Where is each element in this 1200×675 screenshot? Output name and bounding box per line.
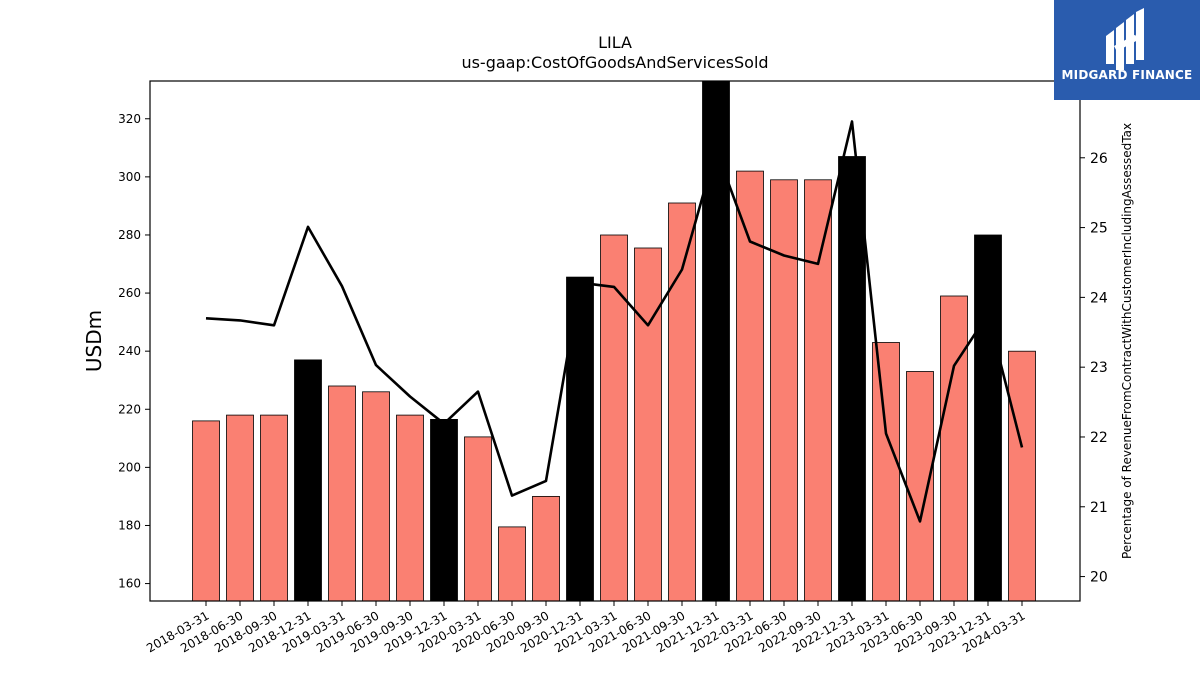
y2-tick-label: 20 (1090, 570, 1108, 586)
bar-2022-06-30 (770, 179, 798, 602)
y2-tick-label: 26 (1090, 151, 1108, 167)
bar-2018-06-30 (226, 414, 254, 602)
bar-2021-06-30 (634, 247, 662, 602)
bar-2020-09-30 (532, 495, 560, 602)
plot-frame (149, 80, 1081, 602)
bar-2023-12-31 (974, 234, 1002, 602)
bar-2021-03-31 (600, 234, 628, 602)
y2-tick-label: 22 (1090, 430, 1108, 446)
y-tick-label: 320 (118, 112, 141, 126)
y-tick-label: 240 (118, 344, 141, 358)
bar-2018-03-31 (192, 420, 220, 602)
logo-text: MIDGARD FINANCE (1061, 68, 1193, 82)
y2-tick-label: 21 (1090, 500, 1108, 516)
bar-2022-12-31 (838, 156, 866, 602)
bar-2018-09-30 (260, 414, 288, 602)
y-axis-label: USDm (82, 310, 106, 372)
bar-2021-09-30 (668, 202, 696, 602)
line-layer (205, 120, 1024, 523)
bar-2019-09-30 (396, 414, 424, 602)
logo-mark-icon (1106, 8, 1144, 70)
y-tick-label: 200 (118, 460, 141, 474)
bar-2024-03-31 (1008, 350, 1036, 602)
bar-2018-12-31 (294, 359, 322, 602)
y2-tick-label: 23 (1090, 360, 1108, 376)
y-tick-label: 180 (118, 518, 141, 532)
bar-2020-03-31 (464, 436, 492, 602)
y-axis: 160 180 200 220 240 260 280 300 320 (118, 112, 150, 591)
bar-2022-03-31 (736, 170, 764, 602)
y2-tick-label: 25 (1090, 221, 1108, 237)
bar-2019-06-30 (362, 391, 390, 602)
y2-tick-label: 24 (1090, 290, 1108, 306)
midgard-finance-logo: MIDGARD FINANCE (1054, 0, 1200, 100)
y-tick-label: 160 (118, 577, 141, 591)
percentage-line (205, 120, 1024, 523)
bar-2023-03-31 (872, 342, 900, 602)
y2-axis-label: Percentage of RevenueFromContractWithCus… (1120, 123, 1134, 559)
y-tick-label: 280 (118, 228, 141, 242)
bar-2022-09-30 (804, 179, 832, 602)
bar-2023-09-30 (940, 295, 968, 602)
bar-2019-12-31 (430, 418, 458, 602)
chart-subtitle: us-gaap:CostOfGoodsAndServicesSold (461, 53, 769, 72)
bar-2020-12-31 (566, 276, 594, 602)
bar-2019-03-31 (328, 385, 356, 602)
bar-2023-06-30 (906, 371, 934, 602)
chart-title: LILA (598, 33, 632, 52)
bars-layer (192, 80, 1036, 602)
y-tick-label: 220 (118, 402, 141, 416)
y2-axis: 20 21 22 23 24 25 26 (1080, 151, 1108, 586)
y-tick-label: 260 (118, 286, 141, 300)
x-axis: 2018-03-312018-06-302018-09-302018-12-31… (144, 601, 1028, 655)
y-tick-label: 300 (118, 170, 141, 184)
bar-2020-06-30 (498, 526, 526, 602)
bar-2021-12-31 (702, 80, 730, 602)
